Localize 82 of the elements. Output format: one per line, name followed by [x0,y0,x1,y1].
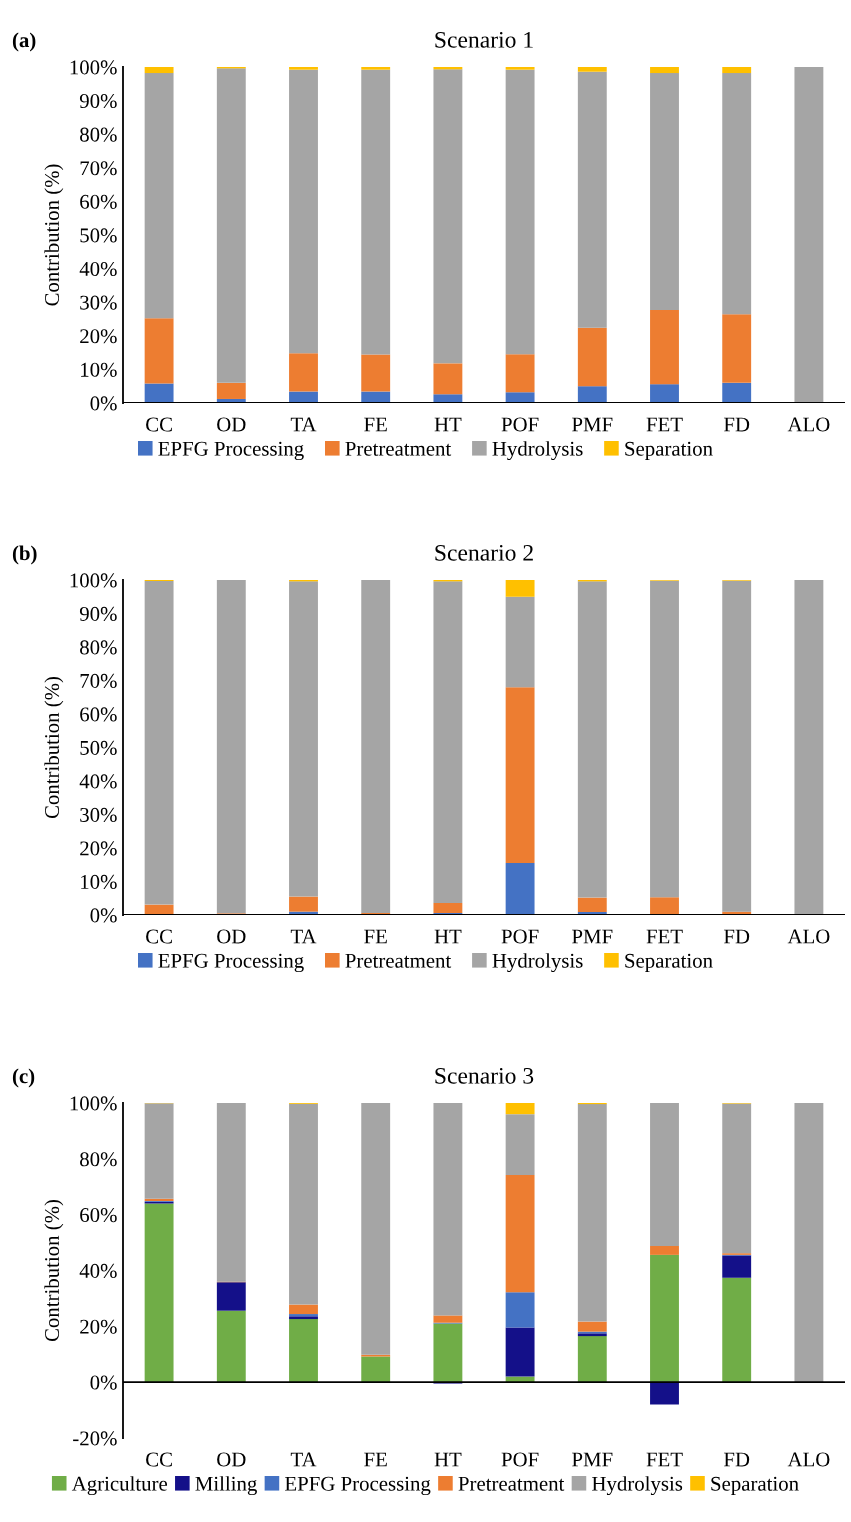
legend-label: EPFG Processing [158,441,304,461]
y-tick-label: 10% [81,362,117,377]
y-tick-label: 10% [81,874,117,889]
y-tick-label: 70% [80,673,117,688]
y-axis-title: Contribution (%) [44,1199,64,1342]
x-tick-label: HT [434,417,462,432]
y-tick-label: 80% [80,640,117,655]
y-tick-label: 60% [80,707,117,722]
y-tick-label: 40% [79,774,117,789]
y-tick-label: 80% [80,1152,117,1167]
chart-title: Scenario 2 [435,544,533,561]
x-tick-label: HT [434,1452,462,1467]
y-tick-label: 50% [80,228,117,243]
legend-label: Separation [711,1476,799,1496]
text: (a) [12,32,36,52]
x-tick-label: POF [501,417,539,432]
y-tick-label: 20% [80,1319,117,1334]
y-tick-label: 60% [80,194,117,209]
x-tick-label: ALO [787,1452,830,1467]
y-tick-label: 20% [80,329,117,344]
y-tick-label: 0% [90,908,117,923]
x-tick-label: TA [290,417,317,432]
x-tick-label: POF [501,1452,539,1467]
legend-label: Hydrolysis [492,953,583,973]
x-tick-label: CC [146,417,172,432]
x-tick-label: FE [364,1452,387,1467]
y-tick-label: 0% [90,1375,117,1390]
y-tick-label: 60% [80,1208,117,1223]
x-tick-label: FD [723,929,750,944]
legend-label: EPFG Processing [158,953,304,973]
text: (c) [12,1068,35,1088]
x-tick-label: FD [723,1452,750,1467]
legend-label: Agriculture [71,1476,168,1496]
y-tick-label: 90% [79,606,117,621]
x-tick-label: PMF [572,1452,613,1467]
x-tick-label: POF [501,929,539,944]
x-tick-label: ALO [787,929,830,944]
y-axis-title: Contribution (%) [44,164,64,306]
legend-label: Milling [195,1476,257,1496]
text: (b) [12,545,37,565]
y-tick-label: 0% [90,396,117,411]
x-tick-label: FE [364,929,387,944]
x-tick-label: ALO [787,417,830,432]
legend-label: EPFG Processing [285,1476,431,1496]
y-tick-label: 50% [80,740,117,755]
x-tick-label: FD [723,417,750,432]
y-tick-label: 90% [79,93,117,109]
y-tick-label: 70% [80,161,117,176]
x-tick-label: OD [217,417,246,432]
x-tick-label: HT [434,929,462,944]
y-tick-label: 80% [80,127,117,142]
legend-label: Separation [625,953,713,973]
x-tick-label: FET [646,1452,683,1467]
legend-label: Separation [625,441,713,461]
legend-label: Hydrolysis [592,1476,683,1496]
y-tick-label: 100% [70,1096,117,1111]
x-tick-label: FET [646,417,683,432]
x-tick-label: CC [146,1452,172,1467]
y-tick-label: 30% [80,807,117,822]
chart-title: Scenario 1 [435,31,533,48]
y-tick-label: 20% [80,841,117,856]
x-tick-label: FET [646,929,683,944]
chart-title: Scenario 3 [435,1067,534,1084]
legend-label: Pretreatment [345,953,452,968]
legend-label: Pretreatment [458,1476,565,1491]
x-tick-label: FE [364,417,387,432]
x-tick-label: OD [217,1452,246,1467]
legend-label: Hydrolysis [492,441,583,461]
x-tick-label: OD [217,929,246,944]
y-tick-label: 40% [79,1263,117,1278]
y-tick-label: 40% [79,261,117,277]
x-tick-label: PMF [572,417,613,432]
y-axis-title: Contribution (%) [44,676,64,819]
y-tick-label: 30% [80,295,117,310]
y-tick-label: 100% [70,573,117,588]
x-tick-label: TA [290,929,317,944]
y-tick-label: -20% [73,1431,117,1446]
x-tick-label: PMF [572,929,613,944]
x-tick-label: TA [290,1452,317,1467]
y-tick-label: 100% [70,60,117,75]
x-tick-label: CC [146,929,172,944]
legend-label: Pretreatment [345,441,452,456]
